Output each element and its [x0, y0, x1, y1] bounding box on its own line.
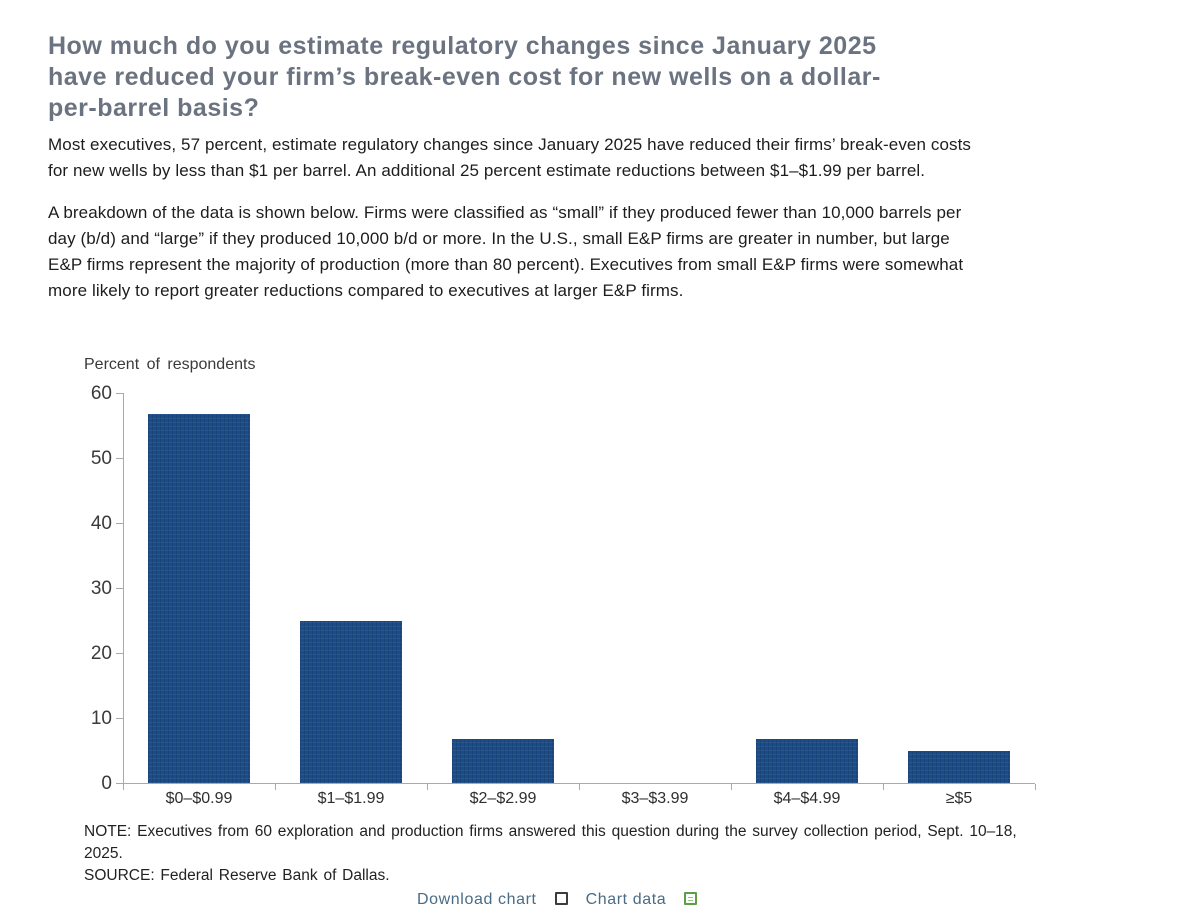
x-axis-line [123, 783, 1035, 784]
y-tick-mark [116, 653, 123, 654]
chart-image-icon[interactable] [554, 892, 568, 905]
bar [756, 739, 858, 783]
x-tick-mark [579, 784, 580, 790]
x-axis-label: $4–$4.99 [773, 790, 841, 807]
y-axis-label: 10 [90, 707, 112, 729]
x-tick-mark [427, 784, 428, 790]
breakdown-paragraph: A breakdown of the data is shown below. … [48, 203, 964, 300]
y-tick-mark [116, 588, 123, 589]
y-tick-mark [116, 783, 123, 784]
y-axis-line [123, 393, 124, 783]
y-tick-mark [116, 458, 123, 459]
x-tick-mark [731, 784, 732, 790]
x-tick-mark [275, 784, 276, 790]
y-axis-label: 0 [101, 772, 112, 794]
y-axis-label: 20 [90, 642, 112, 664]
x-tick-mark [1035, 784, 1036, 790]
bar [452, 739, 554, 783]
chart-data-link[interactable]: Chart data [585, 891, 667, 908]
bar [148, 414, 250, 783]
y-axis-label: 60 [90, 382, 112, 404]
y-axis-label: 40 [90, 512, 112, 534]
x-axis-label: $2–$2.99 [469, 790, 537, 807]
summary-paragraph: Most executives, 57 percent, estimate re… [48, 135, 972, 180]
y-axis-label: 30 [90, 577, 112, 599]
chart-note: NOTE: Executives from 60 exploration and… [84, 823, 1017, 884]
y-tick-mark [116, 393, 123, 394]
page-title: How much do you estimate regulatory chan… [48, 31, 881, 122]
x-tick-mark [883, 784, 884, 790]
chart-footer-links: Download chart Chart data [417, 891, 698, 912]
download-chart-link[interactable]: Download chart [417, 891, 537, 908]
y-axis-label: 50 [90, 447, 112, 469]
x-axis-label: $1–$1.99 [317, 790, 385, 807]
y-tick-mark [116, 718, 123, 719]
x-tick-mark [123, 784, 124, 790]
bar [908, 750, 1010, 783]
chart-y-axis-title: Percent of respondents [84, 356, 256, 373]
y-tick-mark [116, 523, 123, 524]
bar [300, 620, 402, 783]
excel-file-icon[interactable] [684, 892, 698, 905]
x-axis-label: $3–$3.99 [621, 790, 689, 807]
x-axis-label: ≥$5 [945, 790, 973, 807]
x-axis-label: $0–$0.99 [165, 790, 233, 807]
